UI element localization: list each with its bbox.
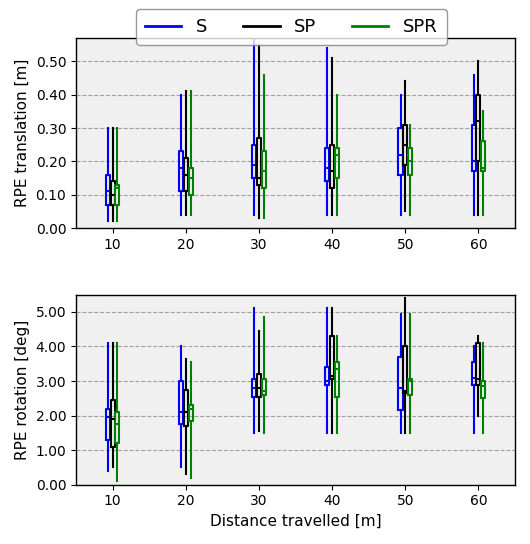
Y-axis label: RPE translation [m]: RPE translation [m] <box>15 59 30 207</box>
X-axis label: Distance travelled [m]: Distance travelled [m] <box>210 514 381 529</box>
Legend: S, SP, SPR: S, SP, SPR <box>136 9 447 45</box>
Y-axis label: RPE rotation [deg]: RPE rotation [deg] <box>15 319 30 460</box>
